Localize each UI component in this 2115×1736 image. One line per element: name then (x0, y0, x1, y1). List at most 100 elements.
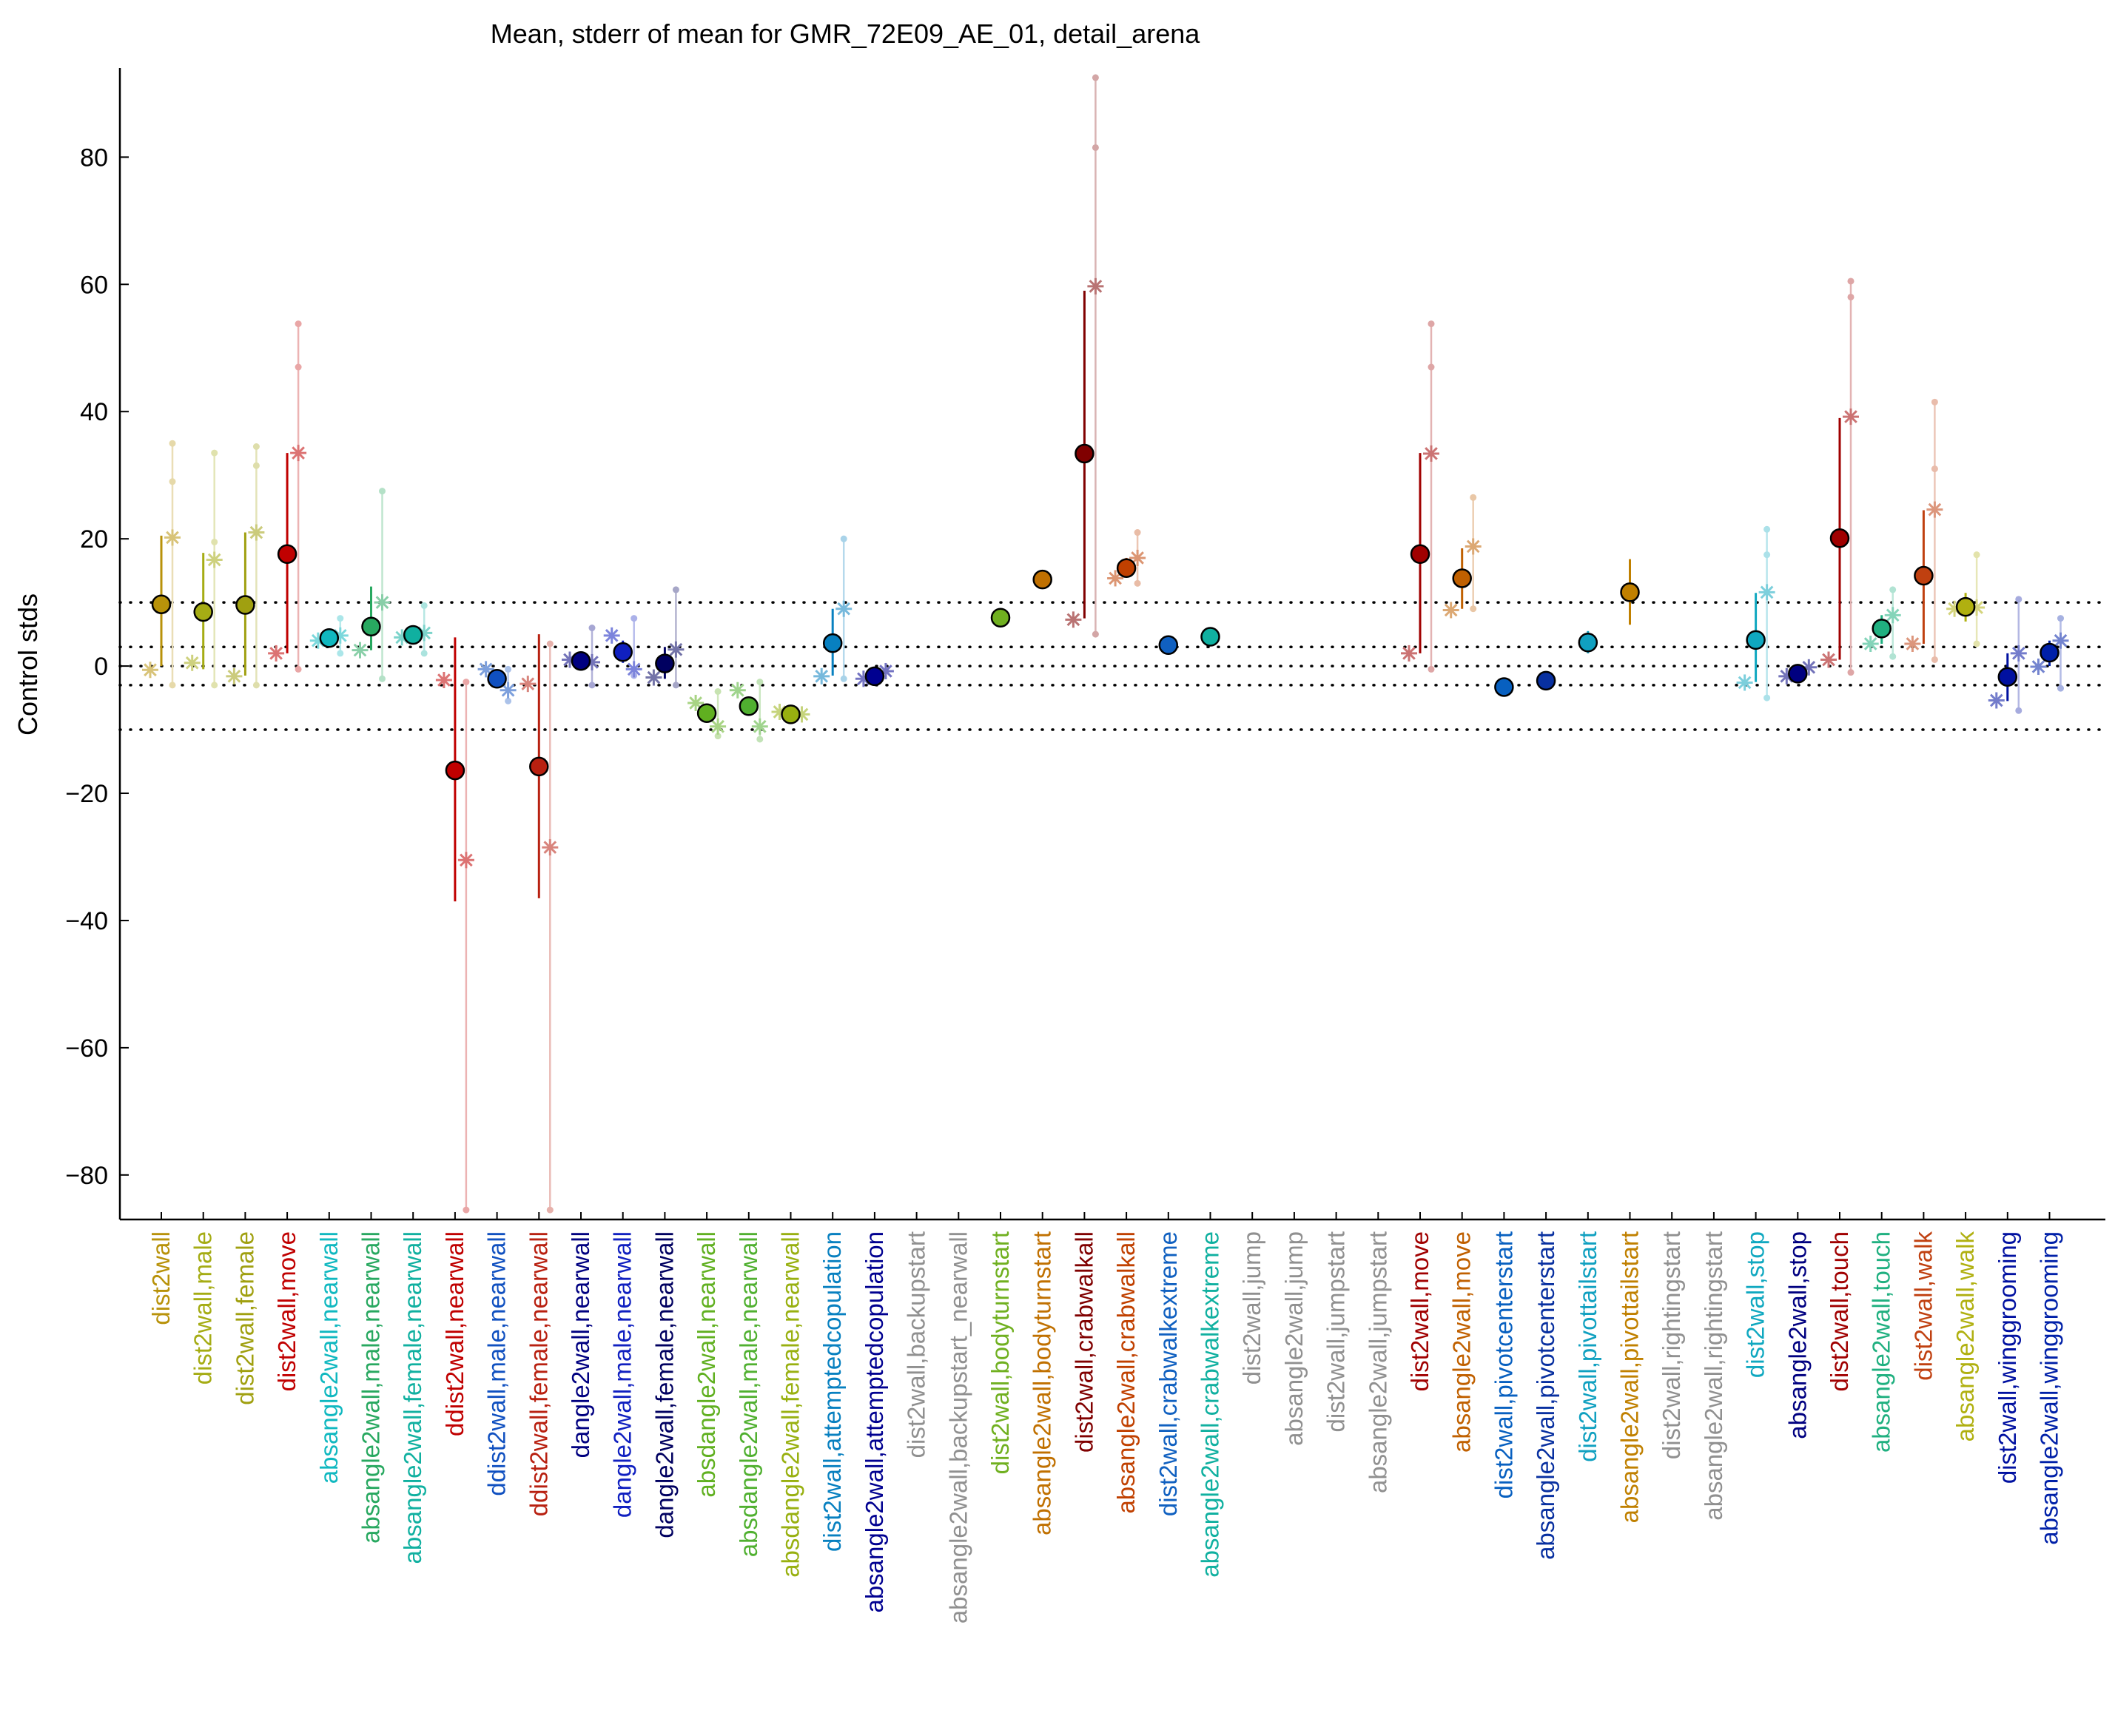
star-stroke (605, 628, 619, 642)
mean-point (822, 633, 843, 653)
star-marker (184, 654, 201, 671)
star-stroke (460, 853, 473, 867)
star-stroke (479, 662, 493, 676)
faint-point (1092, 630, 1099, 638)
mean-point (445, 760, 465, 781)
star-stroke (647, 670, 661, 684)
faint-point (840, 535, 847, 542)
category-marks (603, 615, 642, 679)
mean-point (529, 756, 549, 777)
y-tick-label: 20 (80, 525, 108, 554)
star-marker (1843, 408, 1859, 425)
faint-point (337, 650, 344, 657)
faint-point (2015, 707, 2022, 714)
category-marks (2030, 615, 2069, 692)
faint-point (1470, 605, 1477, 613)
star-marker (457, 852, 474, 869)
category-marks (855, 662, 894, 687)
x-tick-label: dist2wall,winggrooming (1994, 1231, 2021, 1484)
x-tick-label: dist2wall,touch (1826, 1231, 1853, 1391)
faint-point (1973, 551, 1980, 559)
category-marks (184, 449, 223, 689)
mean-point (990, 608, 1011, 628)
reference-lines (118, 601, 2107, 731)
star-stroke (1444, 603, 1458, 617)
category-marks (645, 586, 685, 689)
star-marker (1988, 692, 2005, 709)
star-marker (542, 839, 559, 856)
star-marker (206, 551, 223, 568)
star-stroke (2054, 633, 2068, 647)
star-marker (477, 661, 494, 678)
x-tick-label: absangle2wall,jumpstart (1364, 1231, 1391, 1493)
star-marker (1107, 570, 1124, 587)
faint-point (714, 733, 722, 740)
faint-point (2015, 596, 2022, 603)
category-marks (1736, 525, 1775, 702)
y-tick-label: 40 (80, 398, 108, 426)
x-tick-label: dist2wall,attemptedcopulation (818, 1231, 846, 1552)
faint-point (505, 665, 512, 673)
star-marker (710, 718, 727, 735)
mean-point (1410, 544, 1430, 565)
x-tick-label: absangle2wall,touch (1868, 1231, 1895, 1453)
category-marks (1032, 569, 1052, 590)
category-marks (1904, 398, 1943, 663)
faint-point (379, 675, 386, 682)
faint-point (1470, 494, 1477, 501)
faint-point (379, 488, 386, 495)
faint-point (756, 736, 764, 743)
faint-point (588, 682, 596, 689)
mean-point (2040, 642, 2059, 663)
mean-point (1578, 633, 1598, 653)
faint-point (252, 462, 260, 469)
x-tick-label: dist2wall,pivottailstart (1574, 1231, 1601, 1462)
star-stroke (353, 643, 367, 657)
category-marks (1988, 596, 2027, 714)
faint-point (1847, 669, 1855, 676)
mean-point (1955, 596, 1976, 617)
star-marker (226, 667, 243, 684)
star-marker (290, 445, 307, 462)
x-tick-label: dist2wall,female (231, 1231, 258, 1405)
faint-point (211, 682, 218, 689)
mean-point (613, 642, 633, 662)
x-tick-label: absangle2wall,crabwalkall (1112, 1231, 1140, 1514)
category-marks (990, 608, 1011, 628)
star-marker (1926, 501, 1943, 518)
mean-point (1452, 568, 1472, 588)
faint-point (1428, 665, 1435, 673)
category-marks (1107, 529, 1146, 587)
faint-point (1763, 551, 1771, 559)
faint-point (295, 320, 302, 328)
y-axis-label: Control stds (13, 593, 43, 736)
star-stroke (292, 446, 305, 460)
x-tick-label: ddist2wall,nearwall (441, 1231, 468, 1436)
star-marker (1904, 636, 1921, 652)
mean-point (1075, 443, 1095, 464)
x-tick-label: absangle2wall,crabwalkextreme (1197, 1231, 1224, 1578)
x-tick-label: absangle2wall,walk (1951, 1231, 1979, 1442)
star-marker (2052, 632, 2069, 649)
star-stroke (249, 525, 263, 539)
category-marks (1820, 277, 1859, 676)
x-tick-label: absangle2wall,jump (1280, 1231, 1308, 1446)
category-marks (562, 625, 600, 689)
star-marker (500, 682, 517, 699)
x-tick-label: absangle2wall,rightingstart (1700, 1231, 1727, 1521)
x-tick-label: dist2wall,male (189, 1231, 217, 1385)
star-stroke (269, 647, 283, 660)
x-tick-label: absangle2wall,nearwall (315, 1231, 343, 1484)
category-marks (435, 637, 474, 1214)
y-tick-label: −80 (65, 1162, 108, 1190)
star-stroke (1402, 647, 1416, 660)
category-marks (813, 535, 853, 684)
star-stroke (207, 553, 221, 567)
star-marker (1465, 538, 1482, 555)
mean-point (319, 628, 340, 648)
x-tick-label: ddist2wall,female,nearwall (525, 1231, 552, 1516)
mean-point (864, 666, 885, 687)
star-marker (435, 672, 452, 689)
mean-point (1829, 528, 1850, 548)
star-marker (625, 661, 642, 678)
